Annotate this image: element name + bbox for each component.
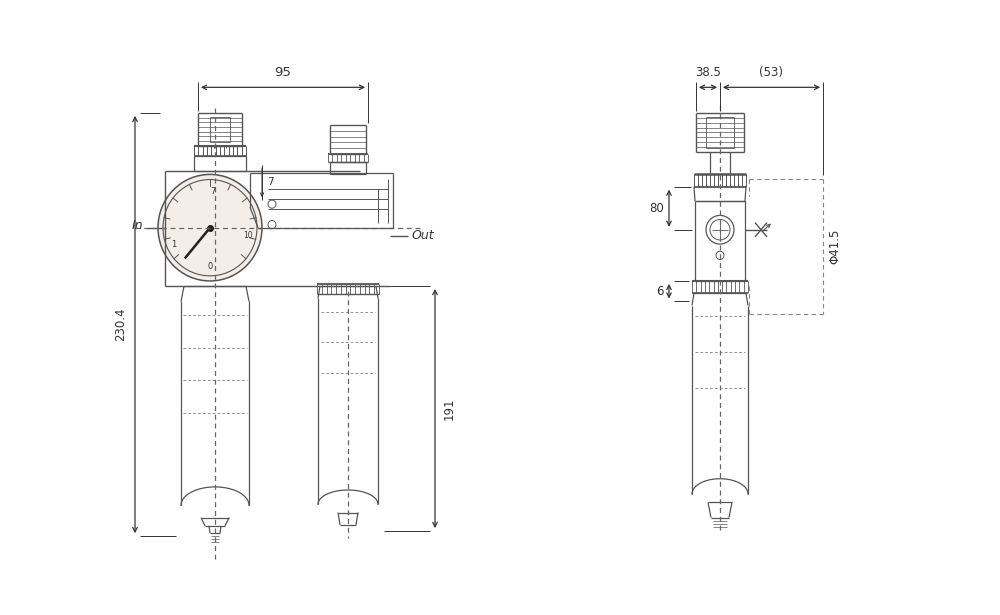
Text: 38.5: 38.5 [695, 66, 721, 79]
Text: 1: 1 [171, 240, 177, 248]
Text: 7: 7 [210, 188, 216, 196]
Text: 7: 7 [267, 177, 274, 186]
Text: Dimension: Dimension [12, 17, 177, 45]
Text: 6: 6 [656, 285, 664, 298]
Text: In: In [131, 219, 143, 232]
Text: 191: 191 [443, 397, 456, 420]
Text: 230.4: 230.4 [114, 308, 127, 341]
Text: Out: Out [412, 229, 435, 242]
Text: 95: 95 [275, 66, 291, 79]
Text: Φ41.5: Φ41.5 [828, 228, 842, 264]
Circle shape [158, 175, 262, 281]
Text: 10: 10 [243, 231, 253, 240]
Text: 80: 80 [649, 202, 664, 215]
Text: 0: 0 [207, 262, 213, 271]
Text: (53): (53) [760, 66, 784, 79]
